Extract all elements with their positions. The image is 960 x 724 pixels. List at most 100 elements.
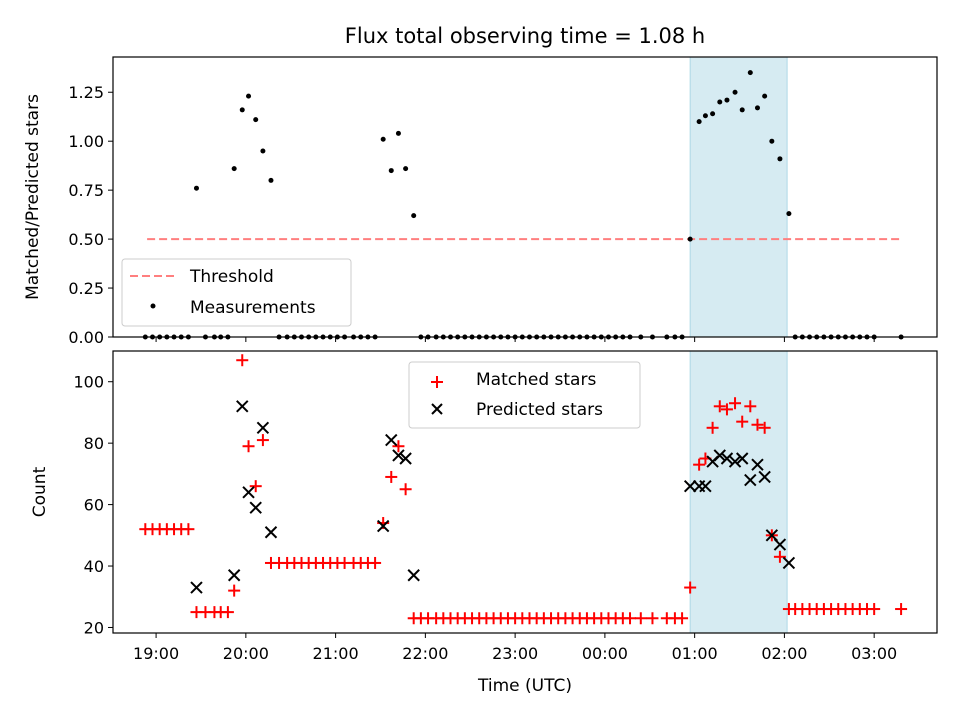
legend-measurements-swatch bbox=[150, 303, 156, 309]
bottom-legend: Matched stars Predicted stars bbox=[408, 361, 641, 429]
matched-star-point bbox=[676, 612, 689, 625]
measurement-point bbox=[246, 93, 252, 99]
matched-star-point bbox=[249, 480, 262, 493]
matched-star-point bbox=[758, 421, 771, 434]
legend-measurements-label: Measurements bbox=[190, 298, 316, 318]
predicted-star-point bbox=[256, 421, 270, 435]
bottom-y-axis-label: Count bbox=[30, 466, 50, 517]
matched-star-point bbox=[895, 603, 908, 616]
measurement-point bbox=[268, 177, 274, 183]
predicted-star-point bbox=[758, 470, 771, 484]
predicted-star-point bbox=[385, 433, 398, 447]
measurement-point bbox=[253, 117, 259, 123]
predicted-star-point bbox=[683, 479, 697, 493]
predicted-star-point bbox=[236, 400, 249, 413]
observing-window-shade-top bbox=[689, 56, 788, 338]
predicted-star-point bbox=[249, 501, 262, 514]
x-tick-label: 19:00 bbox=[133, 644, 179, 663]
legend-threshold-label: Threshold bbox=[189, 267, 274, 287]
predicted-star-point bbox=[736, 452, 749, 465]
matched-star-point bbox=[221, 606, 234, 619]
top-legend-box bbox=[121, 258, 352, 327]
measurement-point bbox=[747, 70, 753, 76]
measurement-point bbox=[754, 105, 760, 111]
x-tick-label: 02:00 bbox=[761, 644, 807, 663]
legend-matched-label: Matched stars bbox=[476, 370, 596, 390]
matched-star-point bbox=[868, 603, 881, 616]
x-tick-label: 00:00 bbox=[582, 644, 628, 663]
observing-window-shade-bottom bbox=[689, 350, 788, 634]
measurement-point bbox=[395, 130, 401, 136]
bottom-x-ticks: 19:00 20:00 21:00 22:00 23:00 00:00 01:00 02:00… bbox=[133, 633, 897, 663]
y-tick-label: 80 bbox=[84, 434, 104, 453]
predicted-star-point bbox=[699, 479, 712, 493]
matched-star-point bbox=[369, 556, 382, 569]
measurement-point bbox=[724, 97, 730, 103]
matched-star-point bbox=[624, 612, 637, 625]
measurement-point bbox=[239, 107, 245, 113]
chart-title: Flux total observing time = 1.08 h bbox=[345, 24, 705, 48]
bottom-panel: 20 40 60 80 100 19:00 20:00 21:00 22:00 23:00 00:… bbox=[30, 350, 938, 696]
matched-stars-points bbox=[139, 354, 908, 625]
legend-predicted-swatch bbox=[431, 403, 443, 415]
y-tick-label: 1.00 bbox=[68, 132, 104, 151]
matched-star-point bbox=[751, 418, 764, 431]
matched-star-point bbox=[228, 584, 241, 597]
matched-star-point bbox=[242, 440, 255, 453]
predicted-star-point bbox=[227, 569, 241, 582]
x-tick-label: 22:00 bbox=[402, 644, 448, 663]
x-tick-label: 23:00 bbox=[492, 644, 538, 663]
measurement-point bbox=[193, 185, 199, 191]
x-tick-label: 21:00 bbox=[313, 644, 359, 663]
measurement-point bbox=[762, 93, 768, 99]
predicted-stars-points bbox=[190, 400, 796, 594]
predicted-star-point bbox=[720, 452, 734, 465]
predicted-star-point bbox=[407, 569, 420, 582]
top-plot-frame bbox=[112, 56, 938, 338]
x-tick-label: 20:00 bbox=[223, 644, 269, 663]
measurement-point bbox=[702, 113, 708, 119]
measurement-point bbox=[732, 89, 738, 95]
predicted-star-point bbox=[751, 458, 764, 471]
matched-star-point bbox=[729, 397, 742, 410]
measurement-point bbox=[710, 111, 716, 117]
y-tick-label: 0.25 bbox=[68, 279, 104, 298]
y-tick-label: 20 bbox=[84, 618, 104, 637]
measurement-point bbox=[777, 156, 783, 162]
matched-star-point bbox=[773, 550, 786, 563]
legend-predicted-label: Predicted stars bbox=[476, 400, 603, 420]
bottom-legend-box bbox=[408, 361, 641, 429]
measurement-point bbox=[403, 166, 409, 172]
matched-star-point bbox=[385, 470, 398, 483]
matched-star-point bbox=[634, 612, 647, 625]
y-tick-label: 60 bbox=[84, 496, 104, 515]
matched-star-point bbox=[399, 483, 412, 496]
measurement-point bbox=[388, 168, 394, 174]
predicted-star-point bbox=[392, 449, 405, 462]
top-y-axis-label: Matched/Predicted stars bbox=[23, 94, 43, 300]
matched-star-point bbox=[684, 581, 697, 594]
legend-matched-swatch bbox=[431, 376, 443, 388]
measurement-point bbox=[769, 138, 775, 144]
predicted-star-point bbox=[376, 519, 390, 533]
y-tick-label: 0.50 bbox=[68, 230, 104, 249]
matched-star-point bbox=[392, 440, 405, 453]
y-tick-label: 0.75 bbox=[68, 181, 104, 200]
measurement-point bbox=[260, 148, 266, 154]
matched-star-point bbox=[713, 400, 726, 413]
top-legend: Threshold Measurements bbox=[121, 258, 352, 327]
x-axis-label: Time (UTC) bbox=[477, 676, 572, 696]
bottom-y-ticks: 20 40 60 80 100 bbox=[73, 373, 113, 637]
top-x-ticks bbox=[155, 337, 875, 342]
y-tick-label: 1.25 bbox=[68, 83, 104, 102]
predicted-star-point bbox=[190, 581, 203, 594]
matched-star-point bbox=[236, 354, 249, 367]
x-tick-label: 01:00 bbox=[672, 644, 718, 663]
measurement-point bbox=[786, 211, 792, 217]
matched-star-point bbox=[706, 421, 719, 434]
predicted-star-point bbox=[264, 526, 278, 539]
measurement-point bbox=[739, 107, 745, 113]
measurement-point bbox=[231, 166, 237, 172]
predicted-star-point bbox=[744, 473, 757, 487]
matched-star-point bbox=[736, 415, 749, 428]
